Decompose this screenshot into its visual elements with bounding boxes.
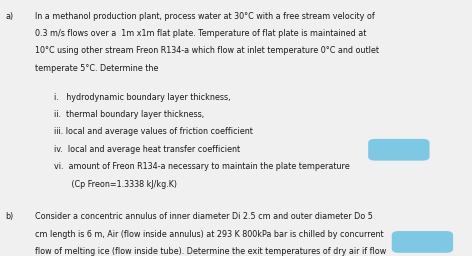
Text: iv.  local and average heat transfer coefficient: iv. local and average heat transfer coef… — [54, 145, 240, 154]
Text: a): a) — [6, 12, 14, 20]
Text: iii. local and average values of friction coefficient: iii. local and average values of frictio… — [54, 127, 253, 136]
Text: i.   hydrodynamic boundary layer thickness,: i. hydrodynamic boundary layer thickness… — [54, 93, 231, 102]
Text: 10°C using other stream Freon R134-a which flow at inlet temperature 0°C and out: 10°C using other stream Freon R134-a whi… — [35, 46, 379, 55]
FancyBboxPatch shape — [392, 231, 453, 253]
Text: flow of melting ice (flow inside tube). Determine the exit temperatures of dry a: flow of melting ice (flow inside tube). … — [35, 247, 387, 256]
Text: temperate 5°C. Determine the: temperate 5°C. Determine the — [35, 64, 159, 73]
Text: b): b) — [6, 212, 14, 221]
Text: ii.  thermal boundary layer thickness,: ii. thermal boundary layer thickness, — [54, 110, 204, 119]
Text: 0.3 m/s flows over a  1m x1m flat plate. Temperature of flat plate is maintained: 0.3 m/s flows over a 1m x1m flat plate. … — [35, 29, 367, 38]
Text: Consider a concentric annulus of inner diameter Di 2.5 cm and outer diameter Do : Consider a concentric annulus of inner d… — [35, 212, 373, 221]
Text: cm length is 6 m, Air (flow inside annulus) at 293 K 800kPa bar is chilled by co: cm length is 6 m, Air (flow inside annul… — [35, 230, 384, 239]
Text: In a methanol production plant, process water at 30°C with a free stream velocit: In a methanol production plant, process … — [35, 12, 375, 20]
Text: vi.  amount of Freon R134-a necessary to maintain the plate temperature: vi. amount of Freon R134-a necessary to … — [54, 162, 350, 171]
Text: (Cp Freon=1.3338 kJ/kg.K): (Cp Freon=1.3338 kJ/kg.K) — [54, 180, 177, 189]
FancyBboxPatch shape — [368, 139, 430, 161]
